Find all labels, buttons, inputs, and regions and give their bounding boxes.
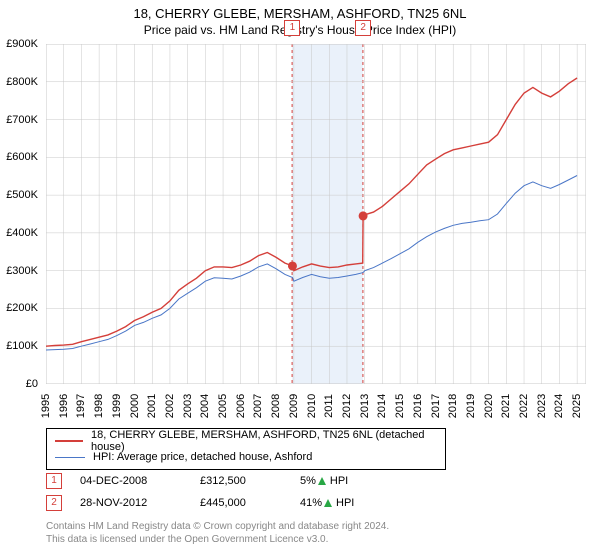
legend-label: HPI: Average price, detached house, Ashf… bbox=[93, 451, 312, 463]
footer: Contains HM Land Registry data © Crown c… bbox=[46, 520, 389, 546]
sale-row: 1 04-DEC-2008£312,5005%HPI bbox=[46, 470, 400, 492]
y-axis-label: £600K bbox=[6, 151, 38, 163]
x-axis-label: 2007 bbox=[252, 394, 264, 418]
x-axis-label: 2009 bbox=[288, 394, 300, 418]
x-axis-label: 2014 bbox=[376, 394, 388, 418]
y-axis-label: £0 bbox=[26, 378, 38, 390]
footer-line: Contains HM Land Registry data © Crown c… bbox=[46, 520, 389, 533]
y-axis-label: £900K bbox=[6, 38, 38, 50]
sale-diff: 41%HPI bbox=[300, 497, 400, 509]
y-axis-label: £500K bbox=[6, 189, 38, 201]
sale-date: 28-NOV-2012 bbox=[80, 497, 200, 509]
x-axis-label: 2023 bbox=[536, 394, 548, 418]
x-axis-label: 2008 bbox=[270, 394, 282, 418]
x-axis-label: 1998 bbox=[93, 394, 105, 418]
x-axis-label: 2000 bbox=[129, 394, 141, 418]
legend: 18, CHERRY GLEBE, MERSHAM, ASHFORD, TN25… bbox=[46, 428, 446, 470]
sale-marker: 2 bbox=[355, 20, 371, 36]
x-axis-label: 2010 bbox=[306, 394, 318, 418]
x-axis-label: 2024 bbox=[553, 394, 565, 418]
x-axis-label: 2017 bbox=[430, 394, 442, 418]
chart-title: 18, CHERRY GLEBE, MERSHAM, ASHFORD, TN25… bbox=[0, 0, 600, 21]
legend-swatch bbox=[55, 440, 83, 442]
x-axis-label: 2018 bbox=[447, 394, 459, 418]
y-axis-label: £200K bbox=[6, 302, 38, 314]
x-axis-label: 2012 bbox=[341, 394, 353, 418]
sale-marker: 1 bbox=[284, 20, 300, 36]
x-axis-label: 2013 bbox=[359, 394, 371, 418]
x-axis-label: 2021 bbox=[500, 394, 512, 418]
x-axis-label: 2019 bbox=[465, 394, 477, 418]
arrow-up-icon bbox=[318, 477, 326, 485]
y-axis-label: £400K bbox=[6, 227, 38, 239]
line-chart bbox=[46, 44, 586, 384]
sale-date: 04-DEC-2008 bbox=[80, 475, 200, 487]
x-axis-label: 2016 bbox=[412, 394, 424, 418]
x-axis-label: 2011 bbox=[323, 394, 335, 418]
arrow-up-icon bbox=[324, 499, 332, 507]
x-axis-label: 2003 bbox=[182, 394, 194, 418]
x-axis-label: 2022 bbox=[518, 394, 530, 418]
y-axis-label: £800K bbox=[6, 76, 38, 88]
x-axis-label: 1999 bbox=[111, 394, 123, 418]
legend-label: 18, CHERRY GLEBE, MERSHAM, ASHFORD, TN25… bbox=[91, 429, 437, 453]
legend-swatch bbox=[55, 457, 85, 458]
x-axis-label: 2001 bbox=[146, 394, 158, 418]
footer-line: This data is licensed under the Open Gov… bbox=[46, 533, 389, 546]
x-axis-label: 1996 bbox=[58, 394, 70, 418]
x-axis-label: 2002 bbox=[164, 394, 176, 418]
sale-row: 2 28-NOV-2012£445,00041%HPI bbox=[46, 492, 400, 514]
y-axis-label: £700K bbox=[6, 114, 38, 126]
x-axis-label: 2025 bbox=[571, 394, 583, 418]
x-axis-label: 2015 bbox=[394, 394, 406, 418]
x-axis-label: 1995 bbox=[40, 394, 52, 418]
sale-number-badge: 1 bbox=[46, 473, 62, 489]
legend-item-price-paid: 18, CHERRY GLEBE, MERSHAM, ASHFORD, TN25… bbox=[55, 433, 437, 449]
x-axis-label: 2004 bbox=[199, 394, 211, 418]
x-axis-label: 1997 bbox=[75, 394, 87, 418]
sales-table: 1 04-DEC-2008£312,5005%HPI 2 28-NOV-2012£44… bbox=[46, 470, 400, 514]
sale-diff: 5%HPI bbox=[300, 475, 400, 487]
y-axis-label: £100K bbox=[6, 340, 38, 352]
sale-price: £312,500 bbox=[200, 475, 300, 487]
sale-number-badge: 2 bbox=[46, 495, 62, 511]
x-axis-label: 2005 bbox=[217, 394, 229, 418]
y-axis-label: £300K bbox=[6, 265, 38, 277]
chart-area: £0£100K£200K£300K£400K£500K£600K£700K£80… bbox=[46, 44, 586, 384]
x-axis-label: 2020 bbox=[483, 394, 495, 418]
sale-price: £445,000 bbox=[200, 497, 300, 509]
x-axis-label: 2006 bbox=[235, 394, 247, 418]
